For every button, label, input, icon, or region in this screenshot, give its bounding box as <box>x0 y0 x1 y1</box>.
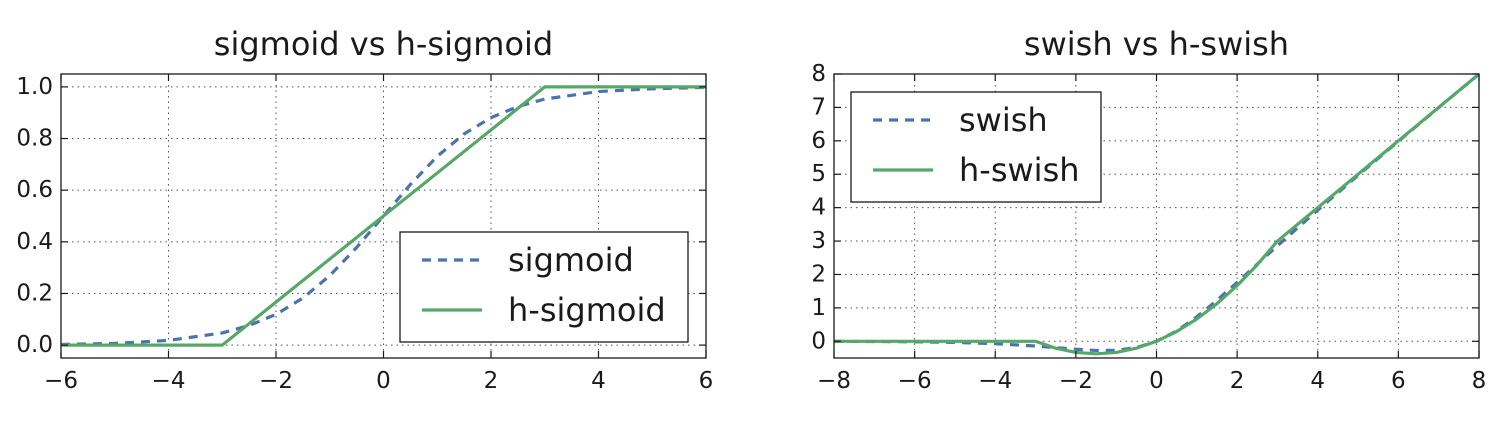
x-tick-label: 0 <box>1149 368 1164 394</box>
x-tick-label: 2 <box>1230 368 1245 394</box>
swish-chart-panel: swish vs h-swish −8 −6 −4 −2 0 2 4 6 8 0 1 2 3 4 5 6 7 8 sw… <box>811 25 1486 394</box>
legend-label-sigmoid: sigmoid <box>508 241 634 279</box>
sigmoid-chart-panel: sigmoid vs h-sigmoid −6 −4 −2 0 2 4 6 0.0 0.2 0.4 0… <box>16 25 713 394</box>
y-tick-label: 5 <box>811 161 826 187</box>
legend-box <box>399 231 689 343</box>
y-tick-label: 2 <box>811 261 826 287</box>
x-tick-label: −2 <box>1059 368 1093 394</box>
x-tick-label: 2 <box>484 368 499 394</box>
legend-label-h-sigmoid: h-sigmoid <box>508 291 666 329</box>
x-tick-label: −6 <box>898 368 932 394</box>
chart-title: swish vs h-swish <box>1024 25 1289 63</box>
x-tick-label: −2 <box>259 368 293 394</box>
y-tick-label: 0.2 <box>16 280 53 306</box>
series-line-h-swish <box>834 74 1479 356</box>
x-tick-label: 4 <box>1310 368 1325 394</box>
chart-title: sigmoid vs h-sigmoid <box>214 25 553 63</box>
x-tick-label: −4 <box>978 368 1012 394</box>
y-tick-label: 6 <box>811 128 826 154</box>
legend-label-h-swish: h-swish <box>959 151 1080 189</box>
x-tick-label: 6 <box>1391 368 1406 394</box>
y-tick-label: 0.0 <box>16 332 53 358</box>
x-tick-label: −4 <box>152 368 186 394</box>
x-tick-label: 0 <box>376 368 391 394</box>
legend-label-swish: swish <box>959 101 1048 139</box>
x-tick-label: 6 <box>699 368 714 394</box>
series-line-h-sigmoid <box>61 85 706 347</box>
x-tick-label: 4 <box>591 368 606 394</box>
x-tick-label: −6 <box>44 368 78 394</box>
series-line-sigmoid <box>61 85 706 347</box>
y-tick-label: 0.8 <box>16 126 53 152</box>
y-tick-label: 0 <box>811 328 826 354</box>
y-tick-label: 1 <box>811 295 826 321</box>
legend: sigmoid h-sigmoid <box>399 231 689 343</box>
y-tick-label: 3 <box>811 228 826 254</box>
y-tick-label: 0.4 <box>16 229 53 255</box>
y-tick-label: 0.6 <box>16 177 53 203</box>
y-tick-label: 1.0 <box>16 74 53 100</box>
x-tick-label: −8 <box>817 368 851 394</box>
legend: swish h-swish <box>850 91 1102 203</box>
y-tick-label: 8 <box>811 61 826 87</box>
legend-box <box>850 91 1102 203</box>
x-tick-label: 8 <box>1472 368 1487 394</box>
y-tick-label: 4 <box>811 195 826 221</box>
y-tick-label: 7 <box>811 94 826 120</box>
